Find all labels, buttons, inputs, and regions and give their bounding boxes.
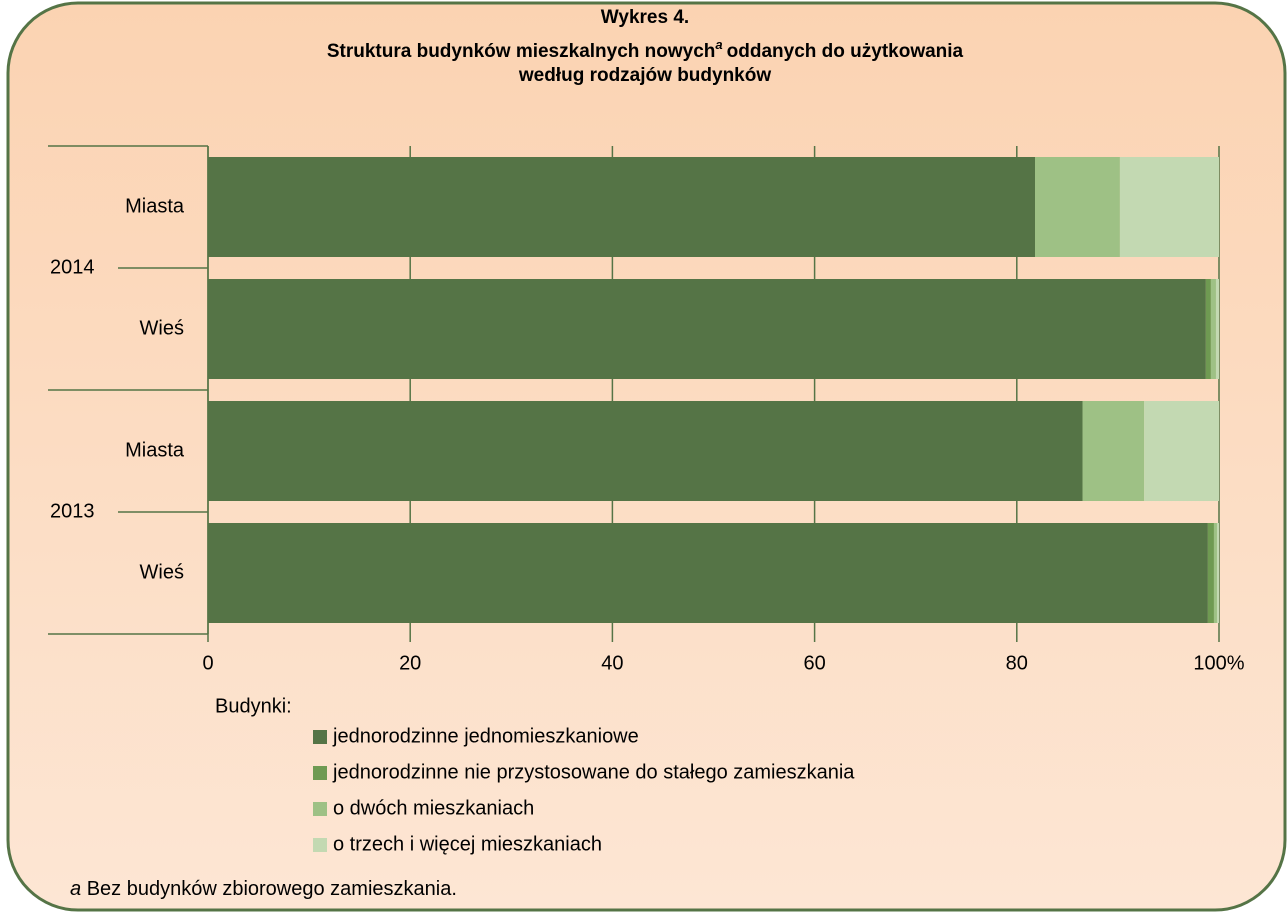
bar-segment (1216, 523, 1219, 623)
title-part: oddanych do użytkowania (727, 41, 964, 62)
bar-segment (1119, 157, 1219, 257)
bar-segment (1213, 523, 1217, 623)
bar-segment (1215, 279, 1219, 379)
footnote: a Bez budynków zbiorowego zamieszkania. (70, 878, 457, 900)
bar-segment (208, 157, 1035, 257)
title-marker: a (715, 37, 722, 52)
bar-segment (208, 401, 1083, 501)
legend-swatch (313, 766, 327, 780)
bar-segment (208, 523, 1208, 623)
legend-swatch (313, 802, 327, 816)
chart-title: według rodzajów budynków (518, 65, 772, 86)
bar-segment (1082, 401, 1145, 501)
legend-label: jednorodzinne jednomieszkaniowe (332, 725, 639, 747)
x-tick-label: 40 (601, 652, 623, 674)
y-tick-label: Miasta (125, 439, 185, 461)
y-tick-label: Wieś (140, 561, 184, 583)
legend-label: jednorodzinne nie przystosowane do stałe… (332, 761, 855, 783)
chart-title: Struktura budynków mieszkalnych nowycha o… (327, 37, 964, 62)
footnote-marker: a (70, 878, 81, 900)
legend-title: Budynki: (215, 695, 292, 717)
group-label: 2014 (50, 256, 95, 278)
title-part: Struktura budynków mieszkalnych nowych (327, 41, 716, 62)
bar-segment (1034, 157, 1120, 257)
legend-label: o dwóch mieszkaniach (333, 797, 534, 819)
bar-segment (208, 279, 1206, 379)
group-label: 2013 (50, 500, 95, 522)
y-tick-label: Wieś (140, 317, 184, 339)
x-tick-label: 60 (803, 652, 825, 674)
x-tick-label: 80 (1006, 652, 1028, 674)
bar-segment (1210, 279, 1216, 379)
bar-segment (1205, 279, 1211, 379)
x-tick-label: 20 (399, 652, 421, 674)
legend-swatch (313, 838, 327, 852)
footnote-text: Bez budynków zbiorowego zamieszkania. (87, 878, 457, 900)
bar-segment (1207, 523, 1214, 623)
x-tick-label: 0 (202, 652, 213, 674)
x-tick-label: 100% (1193, 652, 1244, 674)
y-tick-label: Miasta (125, 195, 185, 217)
chart-title: Wykres 4. (601, 7, 689, 28)
bar-segment (1144, 401, 1219, 501)
legend-swatch (313, 730, 327, 744)
legend-label: o trzech i więcej mieszkaniach (333, 833, 602, 855)
